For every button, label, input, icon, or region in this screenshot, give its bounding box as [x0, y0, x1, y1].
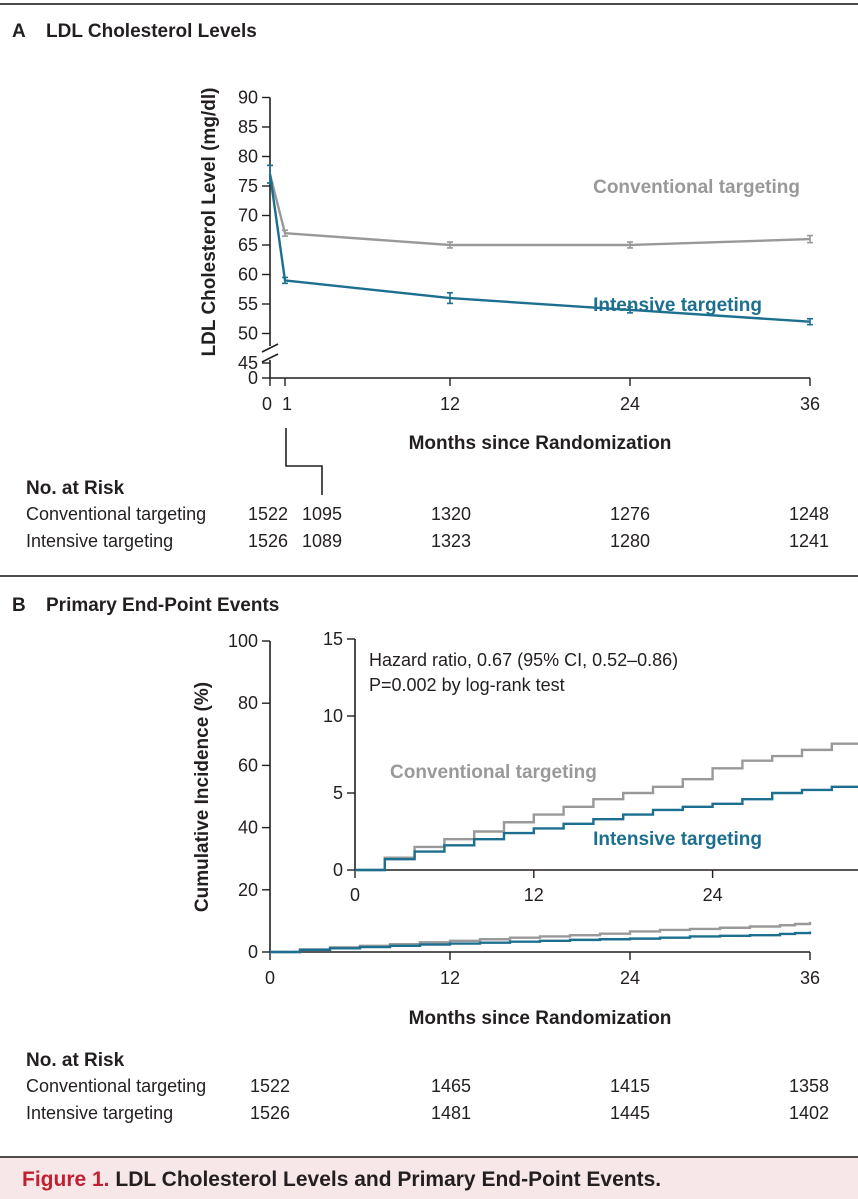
panel-b-y-axis-title: Cumulative Incidence (%)	[192, 682, 213, 912]
inset-y-tick-label: 10	[323, 706, 343, 726]
panel-b-letter: B	[12, 595, 26, 616]
panel-b-y-tick-label: 60	[238, 755, 258, 775]
panel-a-title: LDL Cholesterol Levels	[46, 21, 257, 42]
panel-a-y-tick-label: 65	[238, 235, 258, 255]
panel-b-y-tick-label: 100	[228, 631, 258, 651]
panel-b-risk-value: 1402	[789, 1103, 829, 1123]
panel-a-y-tick-label: 70	[238, 206, 258, 226]
figure-canvas: A LDL Cholesterol Levels LDL Cholesterol…	[0, 3, 858, 1123]
panel-b-y-tick-label: 20	[238, 880, 258, 900]
panel-b-risk-row-conventional-label: Conventional targeting	[26, 1076, 206, 1096]
panel-a-risk-values: 1522 1095 1320 1276 1248 1526 1089 1323 1280 1241	[248, 504, 829, 551]
panel-a-x-tick-label: 1	[282, 394, 292, 414]
panel-a-y-tick-label: 85	[238, 117, 258, 137]
panel-a-x-tick-label: 24	[620, 394, 640, 414]
panel-a-letter: A	[12, 21, 26, 42]
panel-b-x-tick-label: 12	[440, 968, 460, 988]
inset-series-line-intensive	[355, 785, 858, 872]
panel-a-risk-header: No. at Risk	[26, 478, 125, 499]
inset-series	[355, 742, 858, 872]
panel-a-y-tick-label: 50	[238, 324, 258, 344]
panel-a-risk-value: 1276	[610, 504, 650, 524]
panel-b-x-tick-label: 24	[620, 968, 640, 988]
panel-a-y-tick-label: 0	[248, 368, 258, 388]
panel-a-risk-row-conventional-label: Conventional targeting	[26, 504, 206, 524]
caption-label: Figure 1.	[22, 1168, 110, 1191]
hazard-ratio-text: Hazard ratio, 0.67 (95% CI, 0.52–0.86)	[369, 650, 678, 670]
panel-b-risk-value: 1465	[431, 1076, 471, 1096]
figure-caption: Figure 1. LDL Cholesterol Levels and Pri…	[0, 1156, 858, 1199]
panel-a-risk-value: 1522	[248, 504, 288, 524]
panel-b-y-tick-label: 40	[238, 818, 258, 838]
panel-b-risk-values: 1522 1465 1415 1358 1526 1481 1445 1402	[250, 1076, 829, 1123]
panel-b-series-line-intensive	[270, 931, 812, 954]
inset-y-tick-label: 0	[333, 860, 343, 880]
inset-intensive-label: Intensive targeting	[593, 829, 762, 850]
panel-a-intensive-label: Intensive targeting	[593, 295, 762, 316]
p-value-text: P=0.002 by log-rank test	[369, 675, 565, 695]
inset-x-tick-label: 0	[350, 885, 360, 905]
panel-b-series	[270, 921, 812, 954]
panel-a-y-tick-label: 60	[238, 265, 258, 285]
panel-b-series-line-conventional	[270, 921, 812, 954]
panel-a-x-tick-label: 12	[440, 394, 460, 414]
panel-a-risk-value: 1095	[302, 504, 342, 524]
panel-a-risk-value: 1323	[431, 531, 471, 551]
panel-a-y-axis-title: LDL Cholesterol Level (mg/dl)	[199, 88, 220, 357]
panel-a-series	[267, 164, 813, 326]
panel-a-axis-break-mark	[261, 343, 279, 353]
panel-b-risk-value: 1481	[431, 1103, 471, 1123]
panel-a-y-tick-label: 45	[238, 353, 258, 373]
panel-b-risk-value: 1445	[610, 1103, 650, 1123]
panel-a-risk-value: 1526	[248, 531, 288, 551]
panel-b-x-axis-title: Months since Randomization	[409, 1008, 672, 1029]
inset-y-tick-label: 5	[333, 783, 343, 803]
panel-b-risk-value: 1526	[250, 1103, 290, 1123]
panel-a-y-tick-label: 75	[238, 176, 258, 196]
panel-a-conventional-label: Conventional targeting	[593, 177, 800, 198]
panel-b-risk-value: 1415	[610, 1076, 650, 1096]
inset-y-tick-label: 15	[323, 629, 343, 649]
inset-axes: 0510150122436	[323, 629, 858, 905]
inset-conventional-label: Conventional targeting	[390, 762, 597, 783]
inset-x-tick-label: 12	[524, 885, 544, 905]
panel-b-risk-value: 1358	[789, 1076, 829, 1096]
panel-a-risk-row-intensive-label: Intensive targeting	[26, 531, 173, 551]
panel-b-risk-row-intensive-label: Intensive targeting	[26, 1103, 173, 1123]
panel-a-y-tick-label: 55	[238, 294, 258, 314]
panel-a-y-tick-label: 90	[238, 88, 258, 108]
panel-a-risk-value: 1089	[302, 531, 342, 551]
caption-title: LDL Cholesterol Levels and Primary End-P…	[115, 1168, 662, 1191]
panel-a-risk-value: 1280	[610, 531, 650, 551]
panel-b-y-tick-label: 0	[248, 942, 258, 962]
panel-a-x-tick-label: 0	[262, 394, 272, 414]
inset-x-tick-label: 24	[703, 885, 723, 905]
panel-a-x-tick-label: 36	[800, 394, 820, 414]
panel-b-title: Primary End-Point Events	[46, 595, 279, 616]
panel-b-risk-header: No. at Risk	[26, 1050, 125, 1071]
panel-a-risk-value: 1320	[431, 504, 471, 524]
panel-a-x-axis-title: Months since Randomization	[409, 433, 672, 454]
panel-a-y-tick-label: 80	[238, 147, 258, 167]
panel-a-axis-break-mark	[261, 353, 279, 363]
panel-b-risk-value: 1522	[250, 1076, 290, 1096]
panel-a-risk-value: 1241	[789, 531, 829, 551]
inset-series-line-conventional	[355, 742, 858, 872]
panel-b-x-tick-label: 36	[800, 968, 820, 988]
panel-b-x-tick-label: 0	[265, 968, 275, 988]
panel-a-month1-connector	[285, 428, 323, 495]
panel-b-y-tick-label: 80	[238, 693, 258, 713]
panel-a-risk-value: 1248	[789, 504, 829, 524]
